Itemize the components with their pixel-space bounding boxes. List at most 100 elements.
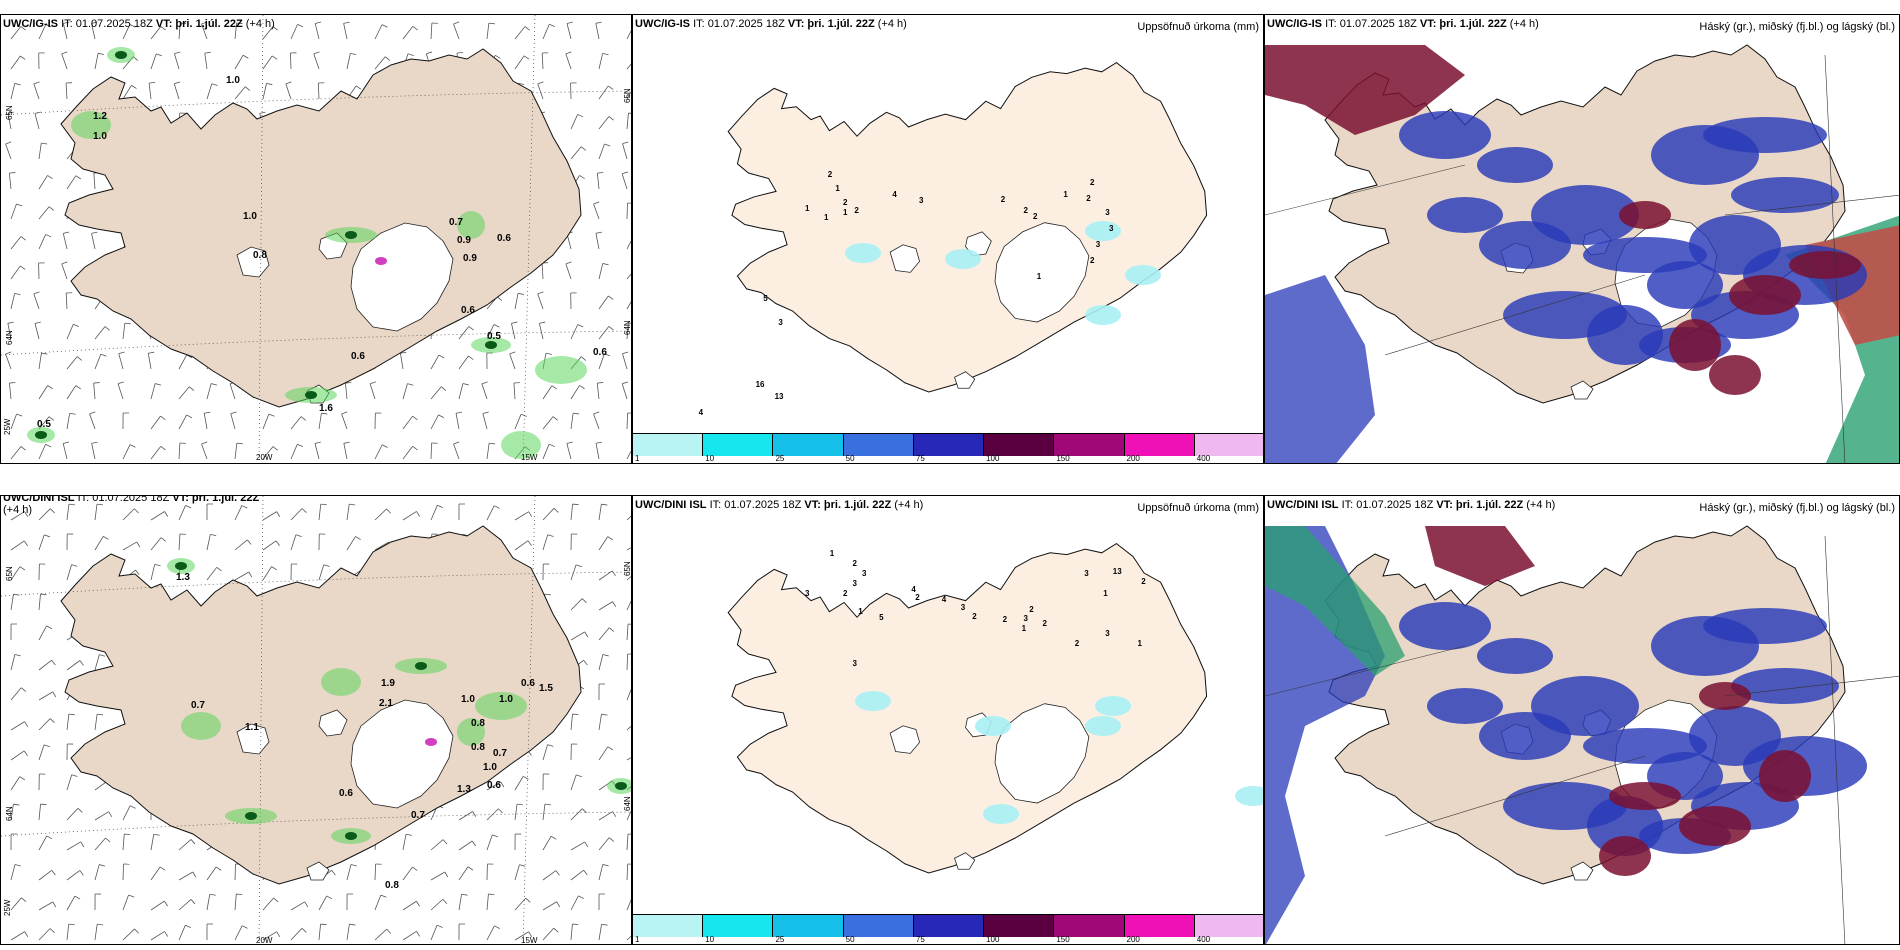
legend-tick: 50 bbox=[845, 454, 855, 463]
lon-label: 15W bbox=[521, 453, 538, 462]
panel-variable: Háský (gr.), miðský (fj.bl.) og lágský (… bbox=[1699, 21, 1895, 33]
graticule bbox=[1, 496, 631, 944]
precip-shading bbox=[855, 691, 1263, 824]
precip-value: 2 bbox=[1024, 206, 1029, 215]
precip-value: 1 bbox=[830, 549, 835, 558]
panel-dini-cloud: UWC/DINI ISL IT: 01.07.2025 18Z VT: þri.… bbox=[1264, 495, 1900, 945]
precip-value: 1 bbox=[835, 184, 840, 193]
wind-value: 0.8 bbox=[385, 880, 399, 891]
precip-value: 2 bbox=[854, 206, 859, 215]
wind-value: 0.7 bbox=[191, 700, 205, 711]
wind-value: 1.0 bbox=[483, 762, 497, 773]
precip-value: 1 bbox=[805, 204, 810, 213]
panel-ig-cloud: UWC/IG-IS IT: 01.07.2025 18Z VT: þri. 1.… bbox=[1264, 14, 1900, 464]
panel-ig-wind: UWC/IG-IS IT: 01.07.2025 18Z VT: þri. 1.… bbox=[0, 14, 632, 464]
wind-value: 1.1 bbox=[245, 722, 259, 733]
precip-value: 3 bbox=[862, 569, 867, 578]
panel-variable: Uppsöfnuð úrkoma (mm) bbox=[1137, 21, 1259, 33]
legend-tick: 150 bbox=[1056, 454, 1070, 463]
legend-swatch: 100 bbox=[984, 915, 1055, 944]
legend-tick: 150 bbox=[1056, 935, 1070, 944]
wind-value: 2.1 bbox=[379, 698, 393, 709]
legend-swatch: 400 bbox=[1194, 915, 1263, 944]
precip-value: 4 bbox=[911, 585, 916, 594]
wind-value: 1.3 bbox=[176, 572, 190, 583]
legend-swatch: 75 bbox=[913, 434, 985, 463]
graticule bbox=[1265, 54, 1899, 463]
wind-value: 0.5 bbox=[487, 331, 501, 342]
precip-value: 4 bbox=[942, 595, 947, 604]
precip-value: 1 bbox=[858, 607, 863, 616]
precip-value: 2 bbox=[1043, 619, 1048, 628]
precip-value: 2 bbox=[1033, 212, 1038, 221]
precip-value: 3 bbox=[853, 579, 858, 588]
precip-shading bbox=[27, 47, 587, 459]
panel-title: UWC/DINI ISL IT: 01.07.2025 18Z VT: þri.… bbox=[3, 495, 260, 516]
wind-value: 1.9 bbox=[381, 678, 395, 689]
wind-value: 0.5 bbox=[37, 419, 51, 430]
wind-value: 1.2 bbox=[93, 111, 107, 122]
precip-value: 3 bbox=[1084, 569, 1089, 578]
precip-value: 3 bbox=[961, 603, 966, 612]
iceland-outline bbox=[727, 61, 1208, 393]
precip-value: 1 bbox=[824, 213, 829, 222]
legend-swatch: 25 bbox=[773, 434, 844, 463]
wind-value: 1.0 bbox=[499, 694, 513, 705]
precip-value: 2 bbox=[1090, 178, 1095, 187]
wind-value: 0.7 bbox=[449, 217, 463, 228]
lat-label: 25W bbox=[3, 899, 12, 916]
panel-variable: Háský (gr.), miðský (fj.bl.) og lágský (… bbox=[1699, 502, 1895, 514]
legend-tick: 400 bbox=[1196, 935, 1211, 944]
wind-value: 1.3 bbox=[457, 784, 471, 795]
precip-shading bbox=[845, 221, 1161, 325]
lat-label: 65N bbox=[623, 88, 632, 103]
legend-tick: 50 bbox=[845, 935, 855, 944]
lon-label: 15W bbox=[521, 936, 538, 945]
legend-tick: 200 bbox=[1126, 454, 1140, 463]
panel-title: UWC/IG-IS IT: 01.07.2025 18Z VT: þri. 1.… bbox=[635, 18, 907, 30]
wind-value: 0.7 bbox=[411, 810, 425, 821]
legend-tick: 1 bbox=[635, 935, 640, 944]
legend-swatch: 1 bbox=[633, 915, 704, 944]
legend-swatch: 10 bbox=[703, 915, 774, 944]
lat-label: 65N bbox=[5, 105, 14, 120]
precip-value: 3 bbox=[1096, 240, 1101, 249]
legend-swatch: 400 bbox=[1194, 434, 1263, 463]
wind-value: 1.0 bbox=[243, 211, 257, 222]
iceland-outline bbox=[60, 525, 582, 885]
wind-value: 0.9 bbox=[463, 253, 477, 264]
legend-tick: 200 bbox=[1126, 935, 1140, 944]
wind-value: 1.0 bbox=[226, 75, 240, 86]
precip-value: 13 bbox=[775, 392, 784, 401]
legend-tick: 100 bbox=[986, 454, 1000, 463]
wind-value: 1.5 bbox=[539, 683, 553, 694]
wind-value: 0.8 bbox=[471, 718, 485, 729]
iceland-outline bbox=[727, 542, 1208, 874]
lon-label: 20W bbox=[256, 936, 273, 945]
panel-dini-wind: UWC/DINI ISL IT: 01.07.2025 18Z VT: þri.… bbox=[0, 495, 632, 945]
wind-value: 0.6 bbox=[351, 351, 365, 362]
legend-tick: 400 bbox=[1196, 454, 1211, 463]
precip-value: 1 bbox=[1138, 639, 1143, 648]
precip-value: 4 bbox=[699, 408, 704, 417]
wind-value: 0.6 bbox=[497, 233, 511, 244]
panel-ig-precip: UWC/IG-IS IT: 01.07.2025 18Z VT: þri. 1.… bbox=[632, 14, 1264, 464]
precip-value: 3 bbox=[919, 196, 924, 205]
graticule bbox=[1265, 535, 1899, 944]
legend-tick: 10 bbox=[705, 454, 715, 463]
panel-title: UWC/DINI ISL IT: 01.07.2025 18Z VT: þri.… bbox=[635, 499, 924, 511]
wind-map: 1.0 1.2 1.0 1.0 0.8 0.7 0.9 0.6 0.9 0.6 0.5 0.6 0.6 1… bbox=[1, 15, 631, 463]
legend-swatch: 100 bbox=[984, 434, 1055, 463]
precip-value: 1 bbox=[1022, 624, 1027, 633]
precip-value: 4 bbox=[892, 190, 897, 199]
legend-swatch: 75 bbox=[913, 915, 985, 944]
wind-value: 0.9 bbox=[457, 235, 471, 246]
precip-value: 2 bbox=[1090, 256, 1095, 265]
precip-value: 2 bbox=[1075, 639, 1080, 648]
wind-value: 0.6 bbox=[339, 788, 353, 799]
panel-title: UWC/IG-IS IT: 01.07.2025 18Z VT: þri. 1.… bbox=[1267, 18, 1539, 30]
lat-label: 65N bbox=[623, 561, 632, 576]
precip-value: 13 bbox=[1113, 567, 1122, 576]
iceland-outline bbox=[60, 48, 582, 408]
